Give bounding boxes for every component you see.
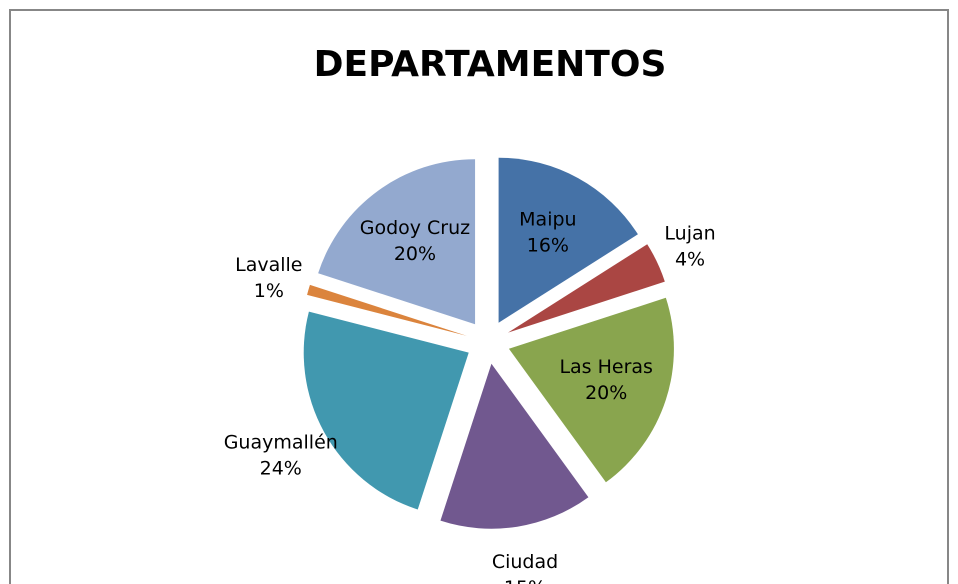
slice-label: Lavalle <box>235 254 302 276</box>
pie-slice <box>318 159 476 325</box>
pie-slice <box>498 157 638 323</box>
slice-value-label: 1% <box>254 280 284 302</box>
slice-label: Godoy Cruz <box>360 217 470 239</box>
pie-slice <box>307 284 467 336</box>
slice-value-label: 20% <box>394 243 436 265</box>
slice-value-label: 16% <box>527 235 569 257</box>
slice-label: Maipu <box>519 209 576 231</box>
pie-slice <box>507 244 665 333</box>
pie-slice <box>440 363 589 529</box>
slice-value-label: 4% <box>675 248 705 270</box>
slice-value-label: 24% <box>260 457 302 479</box>
slice-label: Guaymallén <box>224 431 338 453</box>
slice-label: Las Heras <box>559 356 653 378</box>
slice-label: Lujan <box>664 222 715 244</box>
slice-value-label: 15% <box>504 577 546 584</box>
slice-label: Ciudad <box>492 551 558 573</box>
pie-slice <box>508 297 674 483</box>
slice-value-label: 20% <box>585 382 627 404</box>
chart-title: DEPARTAMENTOS <box>314 44 667 85</box>
pie-slice <box>303 311 469 510</box>
